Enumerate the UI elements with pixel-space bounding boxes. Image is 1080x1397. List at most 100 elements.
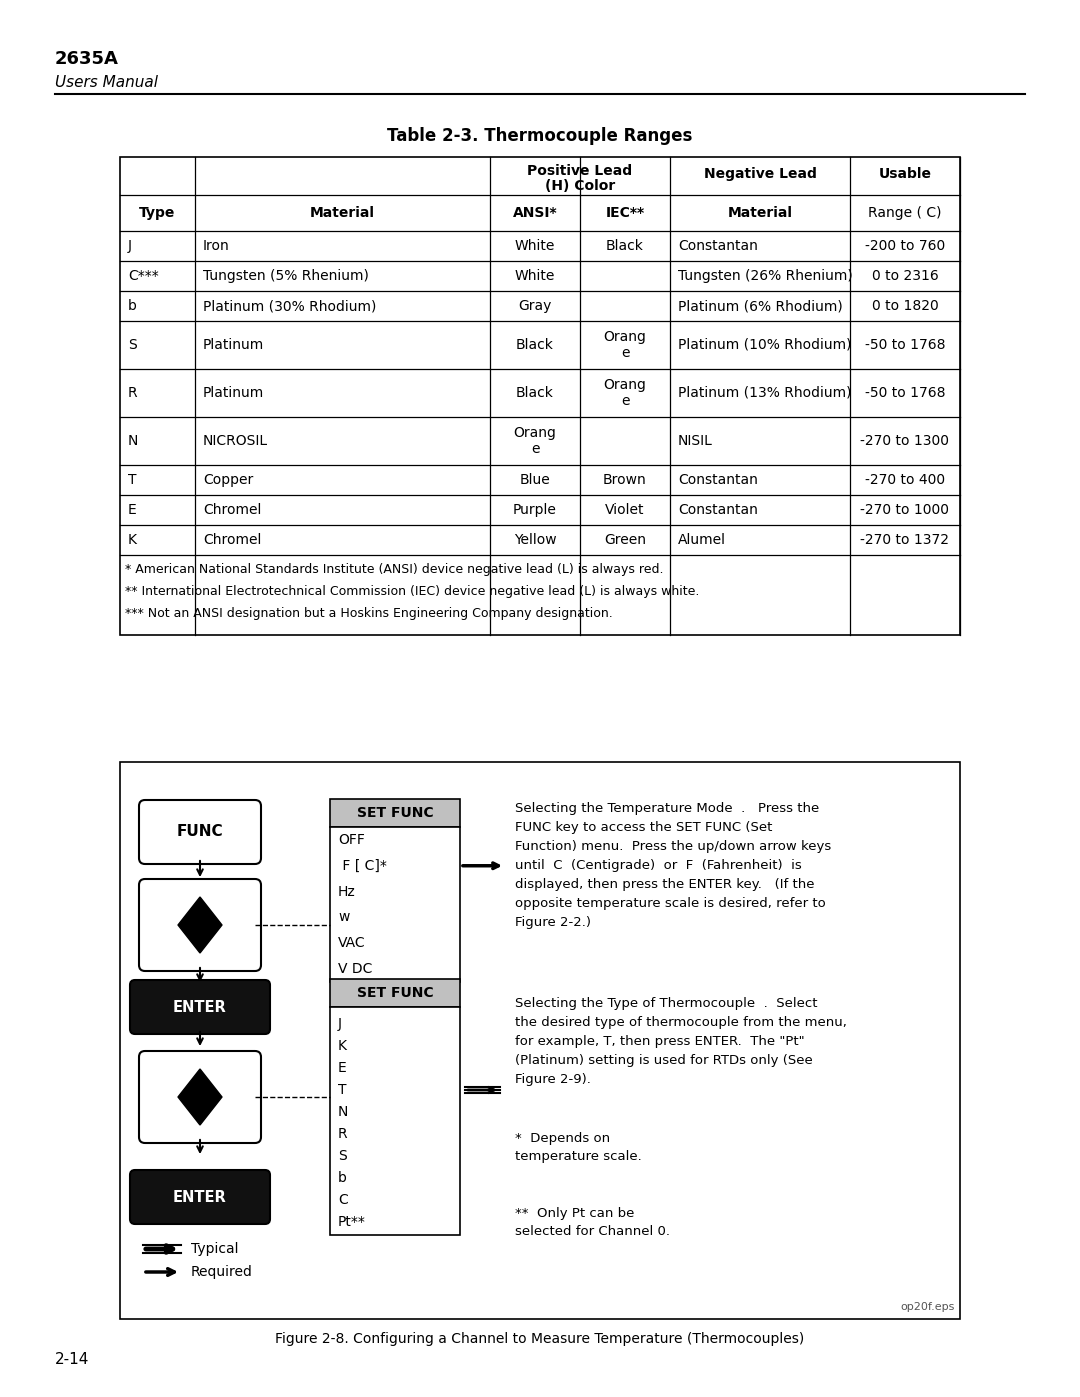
Text: Selecting the Type of Thermocouple  .  Select
the desired type of thermocouple f: Selecting the Type of Thermocouple . Sel… — [515, 997, 847, 1085]
FancyBboxPatch shape — [139, 1051, 261, 1143]
Text: ** International Electrotechnical Commission (IEC) device negative lead (L) is a: ** International Electrotechnical Commis… — [125, 585, 700, 598]
Text: Selecting the Temperature Mode  .   Press the
FUNC key to access the SET FUNC (S: Selecting the Temperature Mode . Press t… — [515, 802, 832, 929]
Text: Yellow: Yellow — [514, 534, 556, 548]
Text: Constantan: Constantan — [678, 474, 758, 488]
Polygon shape — [178, 1097, 222, 1125]
Bar — [120, 156, 960, 636]
Text: K: K — [338, 1039, 347, 1053]
Text: Orang: Orang — [604, 330, 647, 344]
Text: VAC: VAC — [338, 936, 366, 950]
Text: White: White — [515, 270, 555, 284]
FancyBboxPatch shape — [130, 1171, 270, 1224]
Text: Gray: Gray — [518, 299, 552, 313]
Text: V DC: V DC — [338, 963, 373, 977]
Text: N: N — [338, 1105, 349, 1119]
Bar — [120, 761, 960, 1319]
Text: Hz: Hz — [338, 884, 355, 898]
Text: FUNC: FUNC — [177, 824, 224, 840]
Text: SET FUNC: SET FUNC — [356, 806, 433, 820]
Text: -50 to 1768: -50 to 1768 — [865, 338, 945, 352]
Text: -270 to 400: -270 to 400 — [865, 474, 945, 488]
Text: Black: Black — [606, 239, 644, 253]
Text: (H) Color: (H) Color — [545, 179, 616, 193]
Text: Constantan: Constantan — [678, 503, 758, 517]
Text: Platinum (30% Rhodium): Platinum (30% Rhodium) — [203, 299, 376, 313]
Polygon shape — [178, 1069, 222, 1097]
Text: Orang: Orang — [514, 426, 556, 440]
Text: NISIL: NISIL — [678, 434, 713, 448]
Text: Figure 2-8. Configuring a Channel to Measure Temperature (Thermocouples): Figure 2-8. Configuring a Channel to Mea… — [275, 1331, 805, 1345]
Text: Tungsten (26% Rhenium): Tungsten (26% Rhenium) — [678, 270, 853, 284]
Text: Constantan: Constantan — [678, 239, 758, 253]
Text: -270 to 1000: -270 to 1000 — [861, 503, 949, 517]
Text: b: b — [129, 299, 137, 313]
Polygon shape — [178, 925, 222, 953]
Text: op20f.eps: op20f.eps — [901, 1302, 955, 1312]
Text: -50 to 1768: -50 to 1768 — [865, 386, 945, 400]
Text: Tungsten (5% Rhenium): Tungsten (5% Rhenium) — [203, 270, 369, 284]
Text: E: E — [129, 503, 137, 517]
Text: Typical: Typical — [191, 1242, 239, 1256]
Text: -200 to 760: -200 to 760 — [865, 239, 945, 253]
Text: Orang: Orang — [604, 379, 647, 393]
Text: * American National Standards Institute (ANSI) device negative lead (L) is alway: * American National Standards Institute … — [125, 563, 663, 576]
Bar — [330, 827, 460, 982]
Text: SET FUNC: SET FUNC — [356, 986, 433, 1000]
Text: Pt**: Pt** — [338, 1215, 366, 1229]
Text: Type: Type — [139, 205, 176, 219]
Text: C: C — [338, 1193, 348, 1207]
Text: T: T — [129, 474, 136, 488]
Text: w: w — [338, 911, 349, 925]
Text: Material: Material — [310, 205, 375, 219]
Text: e: e — [530, 441, 539, 455]
Text: OFF: OFF — [338, 833, 365, 847]
Text: *  Depends on
temperature scale.: * Depends on temperature scale. — [515, 1132, 642, 1162]
Text: -270 to 1372: -270 to 1372 — [861, 534, 949, 548]
Text: *** Not an ANSI designation but a Hoskins Engineering Company designation.: *** Not an ANSI designation but a Hoskin… — [125, 608, 612, 620]
FancyBboxPatch shape — [139, 800, 261, 863]
Text: Brown: Brown — [603, 474, 647, 488]
Text: Blue: Blue — [519, 474, 551, 488]
Text: J: J — [338, 1017, 342, 1031]
Text: Platinum: Platinum — [203, 338, 265, 352]
Text: NICROSIL: NICROSIL — [203, 434, 268, 448]
Text: R: R — [338, 1127, 348, 1141]
Text: ENTER: ENTER — [173, 999, 227, 1014]
Text: Violet: Violet — [605, 503, 645, 517]
Text: 2-14: 2-14 — [55, 1352, 90, 1368]
Text: E: E — [338, 1060, 347, 1076]
Bar — [330, 1007, 460, 1235]
Text: IEC**: IEC** — [606, 205, 645, 219]
Text: Alumel: Alumel — [678, 534, 726, 548]
Text: 2635A: 2635A — [55, 50, 119, 68]
Text: C***: C*** — [129, 270, 159, 284]
Text: ENTER: ENTER — [173, 1189, 227, 1204]
Text: **  Only Pt can be
selected for Channel 0.: ** Only Pt can be selected for Channel 0… — [515, 1207, 670, 1238]
Text: Chromel: Chromel — [203, 503, 261, 517]
Bar — [330, 799, 460, 827]
Text: Chromel: Chromel — [203, 534, 261, 548]
Text: Purple: Purple — [513, 503, 557, 517]
Text: Required: Required — [191, 1266, 253, 1280]
Text: S: S — [129, 338, 137, 352]
Polygon shape — [178, 897, 222, 925]
Text: Negative Lead: Negative Lead — [703, 168, 816, 182]
FancyBboxPatch shape — [130, 981, 270, 1034]
Text: Material: Material — [728, 205, 793, 219]
Text: b: b — [338, 1171, 347, 1185]
Text: Users Manual: Users Manual — [55, 75, 158, 89]
Text: -270 to 1300: -270 to 1300 — [861, 434, 949, 448]
Text: N: N — [129, 434, 138, 448]
Text: Positive Lead: Positive Lead — [527, 163, 633, 177]
Text: 0 to 2316: 0 to 2316 — [872, 270, 939, 284]
Text: Green: Green — [604, 534, 646, 548]
FancyBboxPatch shape — [139, 879, 261, 971]
Text: Platinum (10% Rhodium): Platinum (10% Rhodium) — [678, 338, 851, 352]
Text: R: R — [129, 386, 137, 400]
Text: Black: Black — [516, 386, 554, 400]
Text: White: White — [515, 239, 555, 253]
Text: Black: Black — [516, 338, 554, 352]
Bar — [330, 979, 460, 1007]
Text: F [ C]*: F [ C]* — [338, 859, 387, 873]
Text: Table 2-3. Thermocouple Ranges: Table 2-3. Thermocouple Ranges — [388, 127, 692, 145]
